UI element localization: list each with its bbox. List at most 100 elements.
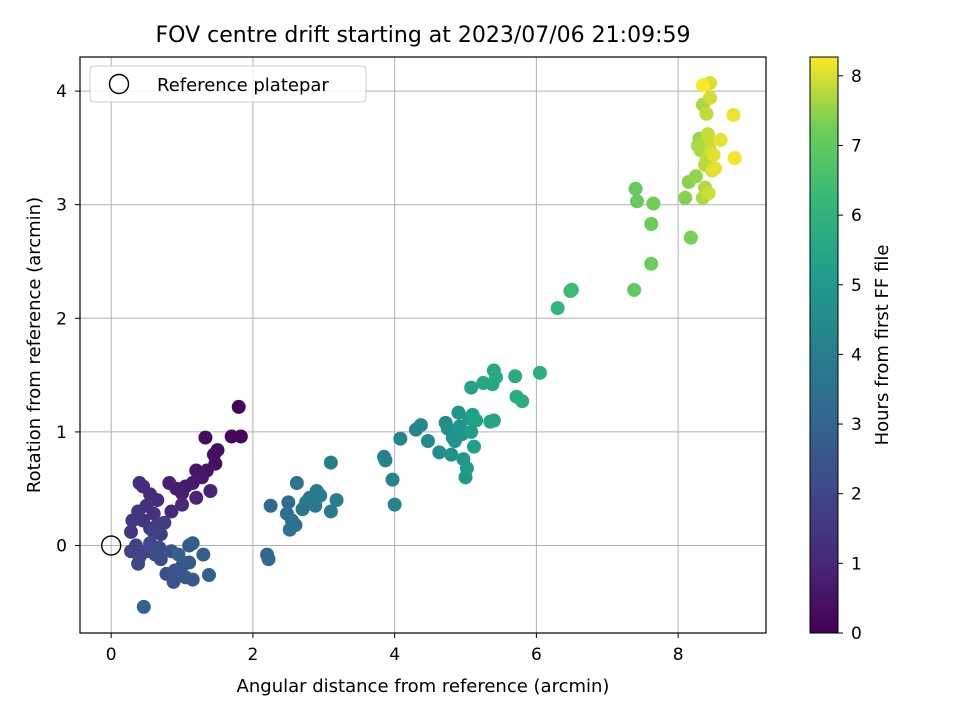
- colorbar-tick-label: 8: [851, 67, 862, 87]
- data-point: [124, 524, 139, 539]
- data-point: [231, 399, 246, 414]
- data-point: [175, 497, 190, 512]
- data-point: [630, 194, 645, 209]
- data-point: [185, 572, 200, 587]
- data-point: [563, 284, 578, 299]
- data-point: [627, 282, 642, 297]
- data-point: [146, 524, 161, 539]
- legend-box: [89, 65, 367, 103]
- x-tick-label: 6: [531, 645, 542, 665]
- data-point: [166, 574, 181, 589]
- chart-title: FOV centre drift starting at 2023/07/06 …: [156, 23, 691, 48]
- colorbar-tick-label: 7: [851, 136, 862, 156]
- y-tick-label: 0: [56, 537, 67, 557]
- data-point: [451, 405, 466, 420]
- reference-platepar-marker: [100, 535, 122, 556]
- data-point: [464, 380, 479, 395]
- y-tick-label: 3: [56, 196, 67, 216]
- data-point: [688, 169, 703, 184]
- data-point: [203, 483, 218, 498]
- colorbar-tick-label: 3: [851, 415, 862, 435]
- data-points: [124, 76, 742, 614]
- colorbar-tick-label: 2: [851, 485, 862, 505]
- colorbar-ticks: 0 1 2 3 4 5 6 7 8: [838, 67, 862, 644]
- data-point: [628, 181, 643, 196]
- data-point: [201, 568, 216, 583]
- x-tick-label: 0: [106, 645, 117, 665]
- data-point: [486, 413, 501, 428]
- x-tick-label: 4: [389, 645, 400, 665]
- data-point: [413, 418, 428, 433]
- data-point: [644, 217, 659, 232]
- data-point: [263, 498, 278, 513]
- y-tick-label: 4: [56, 82, 67, 102]
- data-point: [281, 495, 296, 510]
- data-point: [469, 413, 484, 428]
- data-point: [162, 476, 177, 491]
- colorbar-tick-label: 1: [851, 554, 862, 574]
- data-point: [323, 504, 338, 519]
- data-point: [420, 434, 435, 448]
- data-point: [157, 515, 172, 530]
- data-point: [182, 555, 197, 570]
- x-axis-label: Angular distance from reference (arcmin): [237, 676, 610, 697]
- colorbar-gradient: [809, 56, 839, 634]
- data-point: [432, 445, 447, 460]
- data-point: [198, 430, 213, 445]
- data-point: [644, 256, 659, 271]
- data-point: [393, 431, 408, 446]
- data-point: [171, 547, 186, 562]
- plot-frame: [79, 56, 767, 634]
- data-point: [683, 230, 698, 245]
- data-point: [508, 369, 523, 384]
- legend-reference-label: Reference platepar: [157, 75, 329, 96]
- data-point: [706, 147, 721, 162]
- data-point: [726, 107, 741, 122]
- data-point: [701, 186, 716, 201]
- y-axis-label: Rotation from reference (arcmin): [24, 197, 45, 493]
- reference-marker: [100, 535, 122, 556]
- data-point: [703, 90, 718, 105]
- data-point: [196, 547, 211, 562]
- data-point: [378, 453, 393, 468]
- data-point: [261, 552, 276, 567]
- data-point: [699, 106, 714, 121]
- data-point: [189, 490, 204, 505]
- data-point: [550, 301, 565, 316]
- data-point: [185, 536, 200, 551]
- y-axis-ticks: 0 1 2 3 4: [56, 82, 80, 557]
- data-point: [713, 132, 728, 147]
- colorbar-tick-label: 4: [851, 345, 862, 365]
- colorbar-tick-label: 0: [851, 624, 862, 644]
- data-point: [136, 599, 151, 614]
- data-point: [532, 365, 547, 380]
- data-point: [132, 476, 147, 491]
- data-point: [131, 556, 146, 571]
- data-point: [678, 190, 693, 205]
- data-point: [459, 461, 474, 476]
- data-point: [387, 497, 402, 512]
- data-point: [385, 472, 400, 487]
- data-point: [125, 513, 140, 528]
- data-point: [444, 447, 459, 462]
- x-axis-ticks: 0 2 4 6 8: [106, 633, 684, 665]
- data-point: [707, 161, 722, 176]
- y-tick-label: 1: [56, 423, 67, 443]
- x-tick-label: 2: [248, 645, 259, 665]
- colorbar-tick-label: 6: [851, 206, 862, 226]
- data-point: [464, 424, 479, 439]
- data-point: [323, 455, 338, 470]
- data-point: [153, 552, 168, 567]
- data-point: [467, 439, 482, 454]
- colorbar-tick-label: 5: [851, 276, 862, 296]
- y-tick-label: 2: [56, 309, 67, 329]
- data-point: [146, 506, 161, 521]
- data-point: [282, 522, 297, 537]
- data-point: [488, 370, 503, 385]
- data-point: [152, 540, 167, 555]
- colorbar-label: Hours from first FF file: [872, 245, 893, 446]
- data-point: [695, 78, 710, 93]
- data-point: [164, 504, 179, 519]
- data-point: [700, 127, 715, 142]
